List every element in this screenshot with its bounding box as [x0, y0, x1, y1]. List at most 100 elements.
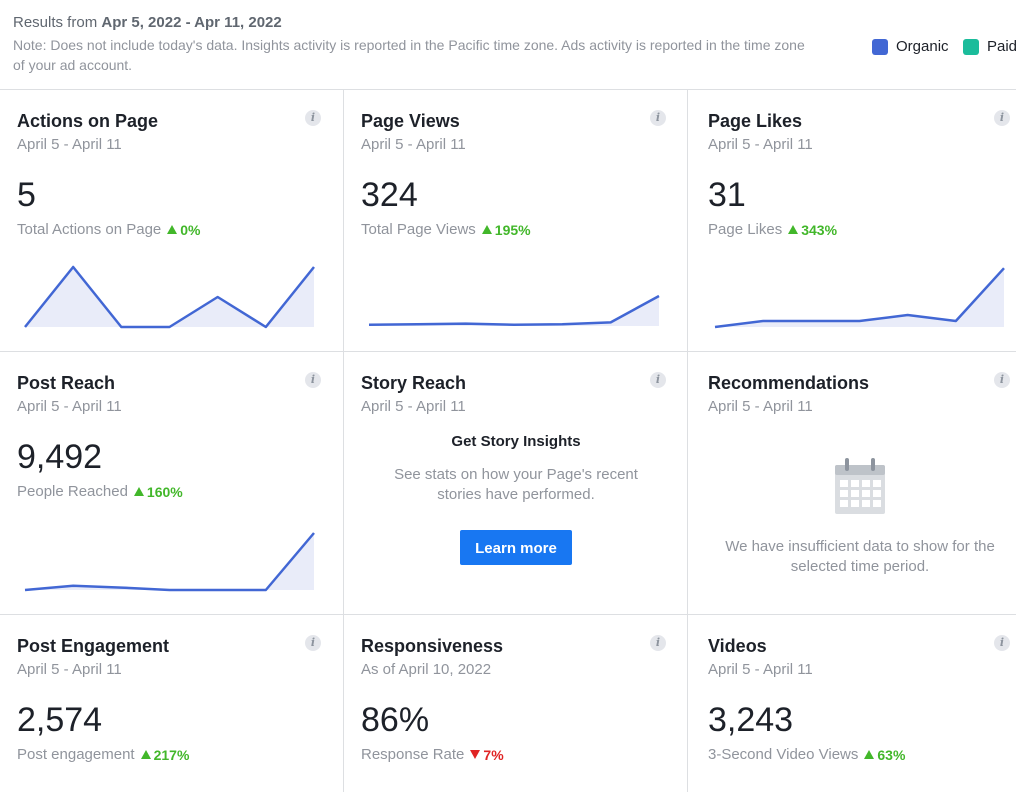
sparkline-line: [714, 267, 1005, 329]
legend-organic[interactable]: Organic: [872, 38, 949, 55]
card-post-reach[interactable]: Post Reach April 5 - April 11 i 9,492 Pe…: [0, 352, 344, 615]
card-date-range: April 5 - April 11: [708, 136, 813, 153]
card-title: Story Reach: [361, 373, 467, 393]
card-value: 2,574: [17, 701, 103, 739]
up-arrow-icon: [133, 487, 144, 496]
up-arrow-icon: [864, 750, 875, 759]
metric-label: Post engagement: [17, 746, 135, 763]
info-icon[interactable]: i: [305, 110, 321, 126]
paid-swatch: [963, 38, 979, 55]
card-actions-on-page[interactable]: Actions on Page April 5 - April 11 i 5 T…: [0, 90, 344, 352]
metric-row: Post engagement 217%: [17, 746, 189, 763]
card-title: Actions on Page: [17, 111, 159, 131]
metric-label: Total Page Views: [361, 221, 476, 238]
info-icon[interactable]: i: [994, 372, 1010, 388]
delta-value: 63%: [877, 746, 906, 763]
results-prefix: Results from: [13, 14, 98, 31]
card-date-range: April 5 - April 11: [17, 661, 122, 678]
learn-more-button[interactable]: Learn more: [460, 530, 572, 565]
metric-label: Total Actions on Page: [17, 221, 162, 238]
results-date-range: Apr 5, 2022 - Apr 11, 2022: [101, 14, 282, 31]
card-title: Page Views: [361, 111, 460, 131]
metric-label: People Reached: [17, 483, 128, 500]
legend-paid-label: Paid: [987, 38, 1016, 55]
delta-up: 217%: [140, 746, 190, 763]
up-arrow-icon: [788, 225, 799, 234]
timezone-note: Note: Does not include today's data. Ins…: [13, 37, 805, 73]
card-value: 324: [361, 176, 418, 214]
metric-label: Response Rate: [361, 746, 465, 763]
metric-row: Page Likes 343%: [708, 221, 837, 238]
card-title: Page Likes: [708, 111, 803, 131]
down-arrow-icon: [470, 750, 481, 759]
info-icon[interactable]: i: [305, 372, 321, 388]
metric-label: Page Likes: [708, 221, 783, 238]
metric-row: Total Actions on Page 0%: [17, 221, 201, 238]
card-title: Post Engagement: [17, 636, 170, 656]
delta-up: 195%: [481, 221, 531, 238]
sparkline-line: [24, 532, 315, 592]
delta-value: 195%: [494, 221, 531, 238]
delta-value: 0%: [180, 221, 201, 238]
card-date-range: April 5 - April 11: [708, 661, 813, 678]
delta-value: 7%: [483, 746, 504, 763]
up-arrow-icon: [167, 225, 178, 234]
sparkline-page-views: [368, 294, 660, 327]
card-value: 3,243: [708, 701, 794, 739]
sparkline-page-likes: [714, 267, 1005, 329]
metric-label: 3-Second Video Views: [708, 746, 859, 763]
insufficient-data-message: We have insufficient data to show for th…: [725, 538, 995, 575]
up-arrow-icon: [481, 225, 492, 234]
sparkline-area: [25, 533, 314, 590]
delta-value: 160%: [146, 483, 183, 500]
info-icon[interactable]: i: [994, 635, 1010, 651]
info-icon[interactable]: i: [305, 635, 321, 651]
card-title: Responsiveness: [361, 636, 504, 656]
card-post-engagement[interactable]: Post Engagement April 5 - April 11 i 2,5…: [0, 615, 344, 792]
sparkline-area: [715, 268, 1004, 327]
info-icon[interactable]: i: [650, 110, 666, 126]
card-as-of-date: As of April 10, 2022: [361, 661, 492, 678]
card-value: 31: [708, 176, 746, 214]
card-videos[interactable]: Videos April 5 - April 11 i 3,243 3-Seco…: [688, 615, 1016, 792]
metric-row: Total Page Views 195%: [361, 221, 531, 238]
card-value: 9,492: [17, 438, 103, 476]
legend-paid[interactable]: Paid: [963, 38, 1016, 55]
delta-value: 217%: [153, 746, 190, 763]
card-value: 5: [17, 176, 36, 214]
results-range: Results from Apr 5, 2022 - Apr 11, 2022: [13, 14, 282, 31]
card-date-range: April 5 - April 11: [17, 136, 122, 153]
results-header: Results from Apr 5, 2022 - Apr 11, 2022 …: [0, 0, 1016, 90]
metric-row: 3-Second Video Views 63%: [708, 746, 905, 763]
card-date-range: April 5 - April 11: [17, 398, 122, 415]
card-responsiveness[interactable]: Responsiveness As of April 10, 2022 i 86…: [344, 615, 688, 792]
card-title: Post Reach: [17, 373, 116, 393]
story-insights-heading: Get Story Insights: [451, 433, 581, 450]
calendar-icon: [835, 458, 885, 514]
delta-up: 63%: [864, 747, 905, 763]
delta-value: 343%: [801, 221, 838, 238]
delta-up: 0%: [167, 221, 201, 238]
card-date-range: April 5 - April 11: [361, 136, 466, 153]
delta-up: 343%: [788, 222, 837, 238]
sparkline-area: [25, 267, 314, 327]
metric-row: Response Rate 7%: [361, 746, 504, 763]
legend-organic-label: Organic: [896, 38, 949, 55]
delta-up: 160%: [133, 483, 183, 500]
card-page-views[interactable]: Page Views April 5 - April 11 i 324 Tota…: [344, 90, 688, 352]
story-insights-description: See stats on how your Page's recent stor…: [394, 466, 638, 503]
info-icon[interactable]: i: [994, 110, 1010, 126]
card-story-reach[interactable]: Story Reach April 5 - April 11 i Get Sto…: [344, 352, 688, 615]
organic-swatch: [872, 38, 888, 55]
info-icon[interactable]: i: [650, 635, 666, 651]
sparkline-line: [24, 265, 315, 329]
card-recommendations[interactable]: Recommendations April 5 - April 11 i We …: [688, 352, 1016, 615]
info-icon[interactable]: i: [650, 372, 666, 388]
card-title: Videos: [708, 636, 767, 656]
sparkline-area: [369, 296, 659, 326]
card-date-range: April 5 - April 11: [708, 398, 813, 415]
delta-down: 7%: [470, 746, 504, 763]
card-page-likes[interactable]: Page Likes April 5 - April 11 i 31 Page …: [688, 90, 1016, 352]
insights-grid: Actions on Page April 5 - April 11 i 5 T…: [0, 90, 1016, 792]
metric-row: People Reached 160%: [17, 483, 183, 500]
